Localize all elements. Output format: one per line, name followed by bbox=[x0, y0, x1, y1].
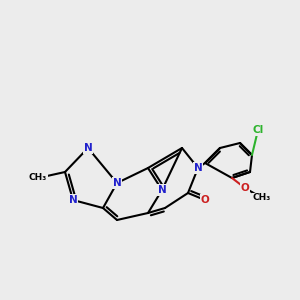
Text: N: N bbox=[158, 185, 166, 195]
Text: CH₃: CH₃ bbox=[29, 173, 47, 182]
Text: O: O bbox=[241, 183, 249, 193]
Text: N: N bbox=[84, 143, 92, 153]
Text: N: N bbox=[194, 163, 202, 173]
Text: N: N bbox=[112, 178, 122, 188]
Text: N: N bbox=[69, 195, 77, 205]
Text: CH₃: CH₃ bbox=[253, 194, 271, 202]
Text: O: O bbox=[201, 195, 209, 205]
Text: Cl: Cl bbox=[252, 125, 264, 135]
